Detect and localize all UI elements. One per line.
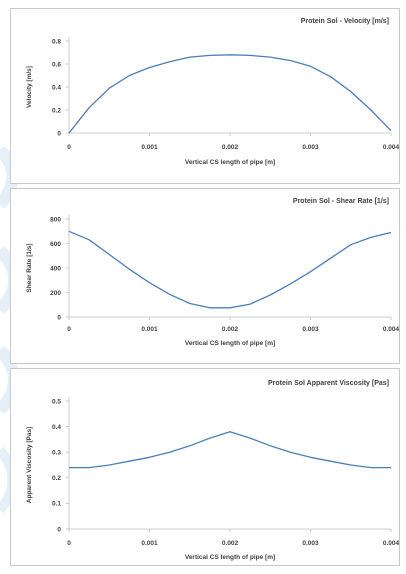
x-tick-label: 0.004 xyxy=(383,326,400,333)
x-axis-label: Vertical CS length of pipe [m] xyxy=(185,159,275,166)
y-tick-label: 0 xyxy=(57,130,61,137)
x-tick-label: 0.001 xyxy=(141,540,158,547)
series-line xyxy=(68,54,392,134)
series-line xyxy=(68,230,392,309)
y-tick-label: 800 xyxy=(50,216,61,223)
x-tick-label: 0.003 xyxy=(302,326,319,333)
x-tick-label: 0.002 xyxy=(222,326,239,333)
series-line xyxy=(69,431,391,469)
x-tick-label: 0 xyxy=(67,540,71,547)
x-tick-label: 0.003 xyxy=(302,144,319,151)
y-tick-label: 400 xyxy=(50,265,61,272)
y-tick-label: 0.5 xyxy=(52,398,61,405)
x-tick-label: 0.004 xyxy=(383,540,400,547)
y-tick-label: 0 xyxy=(57,526,61,533)
x-tick-label: 0.002 xyxy=(222,540,239,547)
x-tick-label: 0.001 xyxy=(141,144,158,151)
x-tick-label: 0.004 xyxy=(383,144,400,151)
y-tick-label: 0.3 xyxy=(52,450,61,457)
x-axis-label: Vertical CS length of pipe [m] xyxy=(185,554,275,561)
y-axis-label: Shear Rate [1/s] xyxy=(26,243,33,292)
y-tick-label: 0.2 xyxy=(52,475,61,482)
y-tick-label: 0 xyxy=(57,314,61,321)
y-tick-label: 0.6 xyxy=(52,61,61,68)
viscosity-chart: Protein Sol Apparent Viscosity [Pas] 0 0.1… xyxy=(26,380,400,561)
x-axis-label: Vertical CS length of pipe [m] xyxy=(185,340,275,347)
y-tick-label: 0.4 xyxy=(52,84,61,91)
y-tick-label: 200 xyxy=(50,290,61,297)
viscosity-chart-panel: Protein Sol Apparent Viscosity [Pas] 0 0.1… xyxy=(10,368,400,566)
chart-title: Protein Sol - Velocity [m/s] xyxy=(301,18,389,25)
x-tick-label: 0 xyxy=(67,326,71,333)
x-tick-label: 0.002 xyxy=(222,144,239,151)
y-tick-label: 0.4 xyxy=(52,424,61,431)
y-tick-label: 0.2 xyxy=(52,107,61,114)
y-tick-label: 0.1 xyxy=(52,501,61,508)
y-axis-label: Apparent Viscosity [Pas] xyxy=(26,427,33,503)
velocity-chart: Protein Sol - Velocity [m/s] 0 0.2 0.4 0.6 0.… xyxy=(26,18,400,166)
shear-rate-chart: Protein Sol - Shear Rate [1/s] 0 200 400 600… xyxy=(26,198,400,347)
y-tick-label: 0.8 xyxy=(52,38,61,45)
x-tick-label: 0 xyxy=(67,144,71,151)
x-tick-label: 0.001 xyxy=(141,326,158,333)
y-axis-label: Velocity [m/s] xyxy=(26,66,33,108)
y-tick-label: 600 xyxy=(50,241,61,248)
chart-title: Protein Sol Apparent Viscosity [Pas] xyxy=(268,380,389,387)
x-tick-label: 0.003 xyxy=(302,540,319,547)
velocity-chart-panel: Protein Sol - Velocity [m/s] 0 0.2 0.4 0.6 0.… xyxy=(10,8,400,184)
chart-title: Protein Sol - Shear Rate [1/s] xyxy=(293,198,389,205)
shear-rate-chart-panel: Protein Sol - Shear Rate [1/s] 0 200 400 600… xyxy=(10,188,400,364)
